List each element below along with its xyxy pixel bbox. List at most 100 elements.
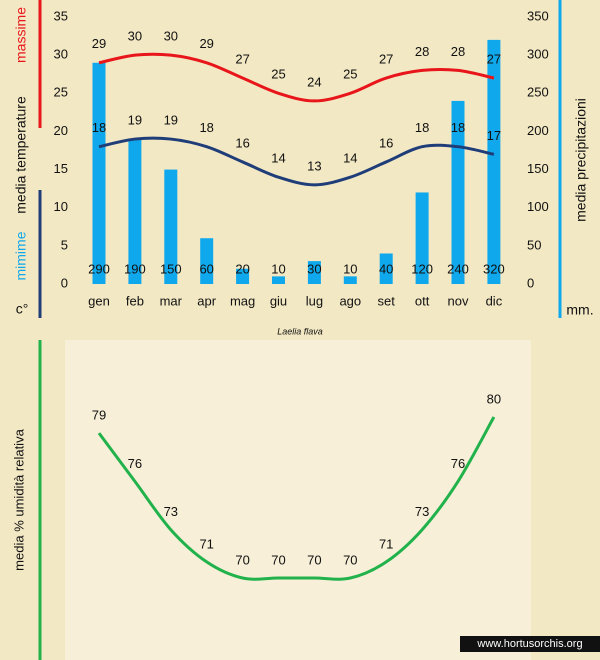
point-label: 30 bbox=[164, 29, 178, 44]
point-label: 14 bbox=[343, 151, 357, 166]
x-tick-label: mag bbox=[230, 293, 255, 308]
point-label: 76 bbox=[128, 456, 142, 471]
bar-label: 10 bbox=[271, 261, 285, 276]
x-tick-label: nov bbox=[448, 293, 469, 308]
watermark: www.hortusorchis.org bbox=[476, 638, 582, 650]
bar-label: 150 bbox=[160, 261, 182, 276]
y2-tick-label: 50 bbox=[527, 237, 541, 252]
point-label: 73 bbox=[164, 504, 178, 519]
x-tick-label: giu bbox=[270, 293, 287, 308]
x-tick-label: gen bbox=[88, 293, 110, 308]
point-label: 80 bbox=[487, 391, 501, 406]
bar bbox=[415, 192, 429, 284]
point-label: 25 bbox=[343, 67, 357, 82]
y-tick-label: 15 bbox=[54, 161, 68, 176]
point-label: 16 bbox=[379, 135, 393, 150]
point-label: 71 bbox=[379, 536, 393, 551]
y-tick-label: 20 bbox=[54, 123, 68, 138]
bar bbox=[487, 39, 501, 285]
y2-tick-label: 100 bbox=[527, 199, 549, 214]
point-label: 18 bbox=[415, 120, 429, 135]
y2-unit: mm. bbox=[566, 302, 593, 318]
y-tick-label: 5 bbox=[61, 237, 68, 252]
y2-tick-label: 0 bbox=[527, 275, 534, 290]
y2-tick-label: 250 bbox=[527, 85, 549, 100]
point-label: 27 bbox=[487, 51, 501, 66]
x-tick-label: dic bbox=[486, 293, 503, 308]
watermark-bg bbox=[460, 636, 600, 652]
point-label: 13 bbox=[307, 158, 321, 173]
y-tick-label: 30 bbox=[54, 47, 68, 62]
y2-tick-label: 150 bbox=[527, 161, 549, 176]
point-label: 27 bbox=[379, 51, 393, 66]
bar bbox=[272, 276, 285, 284]
point-label: 73 bbox=[415, 504, 429, 519]
line bbox=[98, 136, 495, 187]
point-label: 14 bbox=[271, 151, 285, 166]
point-label: 25 bbox=[271, 67, 285, 82]
point-label: 29 bbox=[92, 36, 106, 51]
y-label-min: mimime bbox=[13, 231, 29, 280]
x-tick-label: apr bbox=[197, 293, 216, 308]
y-tick-label: 0 bbox=[61, 275, 68, 290]
point-label: 79 bbox=[92, 408, 106, 423]
x-tick-label: lug bbox=[306, 293, 323, 308]
point-label: 19 bbox=[128, 112, 142, 127]
y-tick-label: 10 bbox=[54, 199, 68, 214]
line bbox=[98, 52, 495, 103]
bar-label: 40 bbox=[379, 261, 393, 276]
plot-area bbox=[65, 340, 531, 660]
bar-label: 320 bbox=[483, 261, 505, 276]
point-label: 70 bbox=[271, 552, 285, 567]
y2-tick-label: 200 bbox=[527, 123, 549, 138]
y2-label: media precipitazioni bbox=[573, 98, 589, 222]
bar-label: 190 bbox=[124, 261, 146, 276]
bar bbox=[92, 62, 106, 285]
point-label: 18 bbox=[92, 120, 106, 135]
point-label: 70 bbox=[307, 552, 321, 567]
bar bbox=[200, 238, 214, 284]
point-label: 30 bbox=[128, 29, 142, 44]
bar bbox=[164, 169, 178, 284]
bar-label: 290 bbox=[88, 261, 110, 276]
bar bbox=[307, 261, 321, 284]
bar bbox=[343, 276, 357, 284]
y2-tick-label: 350 bbox=[527, 8, 549, 23]
x-tick-label: ott bbox=[415, 293, 430, 308]
point-label: 71 bbox=[199, 536, 213, 551]
point-label: 76 bbox=[451, 456, 465, 471]
point-label: 27 bbox=[235, 51, 249, 66]
bar-label: 120 bbox=[411, 261, 433, 276]
x-tick-label: mar bbox=[160, 293, 183, 308]
point-label: 70 bbox=[235, 552, 249, 567]
point-label: 70 bbox=[343, 552, 357, 567]
point-label: 17 bbox=[487, 128, 501, 143]
bar bbox=[379, 253, 393, 284]
x-tick-label: set bbox=[378, 293, 396, 308]
point-label: 18 bbox=[199, 120, 213, 135]
bar-label: 30 bbox=[307, 261, 321, 276]
caption: Laelia flava bbox=[277, 326, 323, 336]
y2-tick-label: 300 bbox=[527, 47, 549, 62]
line bbox=[97, 416, 496, 581]
bar-label: 10 bbox=[343, 261, 357, 276]
bar bbox=[236, 268, 250, 284]
x-tick-label: feb bbox=[126, 293, 144, 308]
y-tick-label: 25 bbox=[54, 85, 68, 100]
bar-label: 20 bbox=[235, 261, 249, 276]
y-unit: c° bbox=[16, 301, 29, 317]
bar bbox=[128, 139, 142, 284]
x-tick-label: ago bbox=[339, 293, 361, 308]
bar-label: 240 bbox=[447, 261, 469, 276]
point-label: 18 bbox=[451, 120, 465, 135]
point-label: 19 bbox=[164, 112, 178, 127]
point-label: 28 bbox=[415, 44, 429, 59]
point-label: 28 bbox=[451, 44, 465, 59]
y-label-max: massime bbox=[13, 7, 29, 63]
y-label: media temperature bbox=[13, 96, 29, 214]
bar-label: 60 bbox=[199, 261, 213, 276]
y-tick-label: 35 bbox=[54, 8, 68, 23]
point-label: 24 bbox=[307, 74, 321, 89]
point-label: 29 bbox=[199, 36, 213, 51]
